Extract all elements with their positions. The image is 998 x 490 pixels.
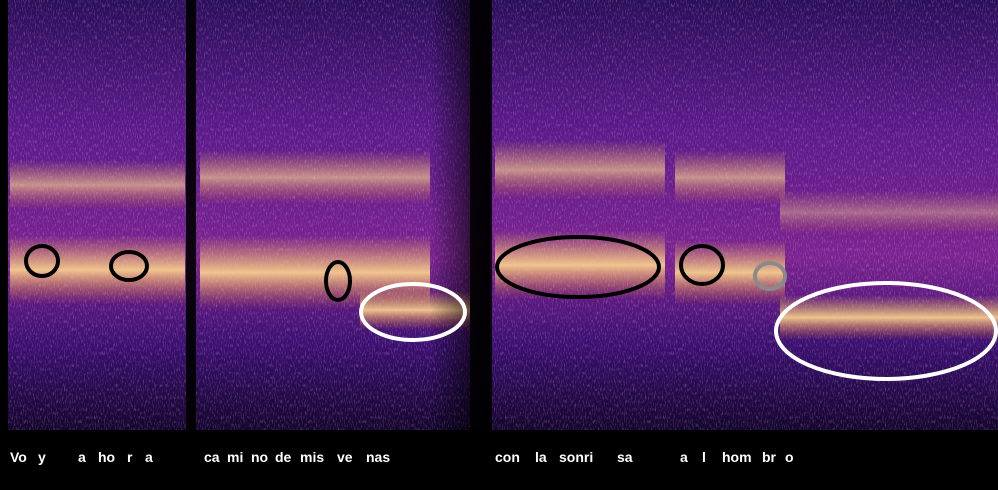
ellipse <box>324 260 352 302</box>
syllable-label: br <box>762 449 777 465</box>
syllable-label: r <box>127 449 133 465</box>
syllable-label: de <box>275 449 292 465</box>
ellipse <box>774 281 998 381</box>
ellipse <box>24 244 60 278</box>
syllable-label: a <box>680 449 688 465</box>
ellipse <box>359 282 467 342</box>
syllable-label: y <box>38 449 46 465</box>
ellipse <box>679 244 725 286</box>
syllable-label: mi <box>227 449 243 465</box>
syllable-label: mis <box>300 449 324 465</box>
syllable-label: l <box>702 449 706 465</box>
syllable-label: con <box>495 449 520 465</box>
ellipse <box>753 261 787 291</box>
syllable-label: sonri <box>559 449 593 465</box>
syllable-label: a <box>145 449 153 465</box>
ellipse <box>109 250 149 282</box>
syllable-label: la <box>535 449 547 465</box>
annotation-ellipses <box>24 235 998 381</box>
silence-gaps <box>0 0 492 430</box>
syllable-label: ho <box>98 449 115 465</box>
ellipse <box>495 235 661 299</box>
syllable-label: hom <box>722 449 752 465</box>
syllable-label: no <box>251 449 268 465</box>
syllable-label: o <box>785 449 794 465</box>
syllable-label: ve <box>337 449 353 465</box>
syllable-label: Vo <box>10 449 27 465</box>
label-strip <box>0 430 998 490</box>
noise-texture <box>0 0 998 430</box>
syllable-label: sa <box>617 449 633 465</box>
syllable-label: a <box>78 449 86 465</box>
syllable-label: nas <box>366 449 390 465</box>
syllable-label: ca <box>204 449 220 465</box>
